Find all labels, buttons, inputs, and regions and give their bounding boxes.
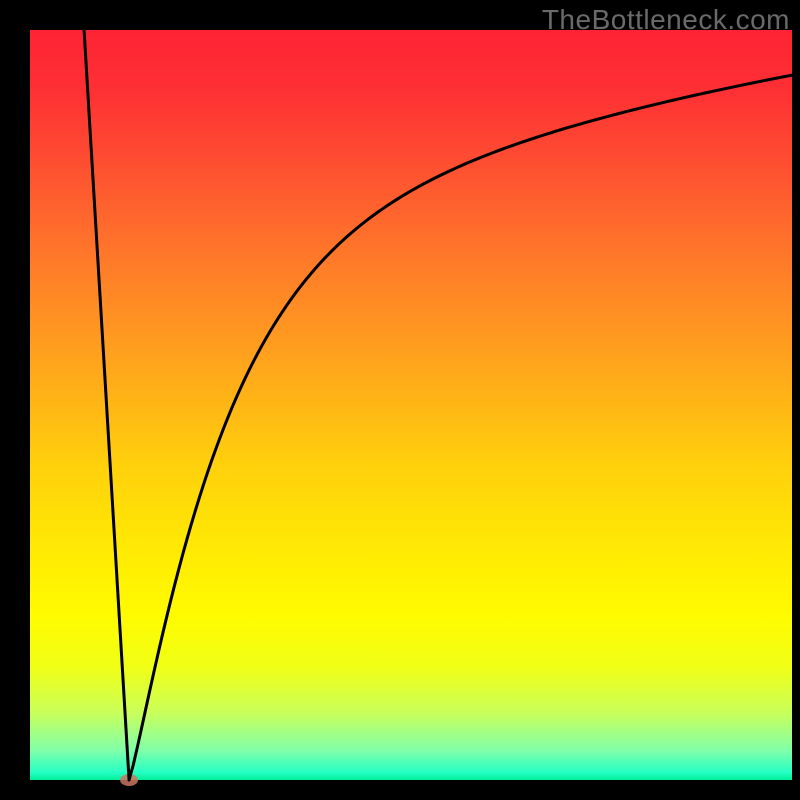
bottleneck-curve <box>82 0 792 780</box>
chart-container: TheBottleneck.com <box>0 0 800 800</box>
chart-svg <box>0 0 800 800</box>
watermark-text: TheBottleneck.com <box>542 4 790 36</box>
